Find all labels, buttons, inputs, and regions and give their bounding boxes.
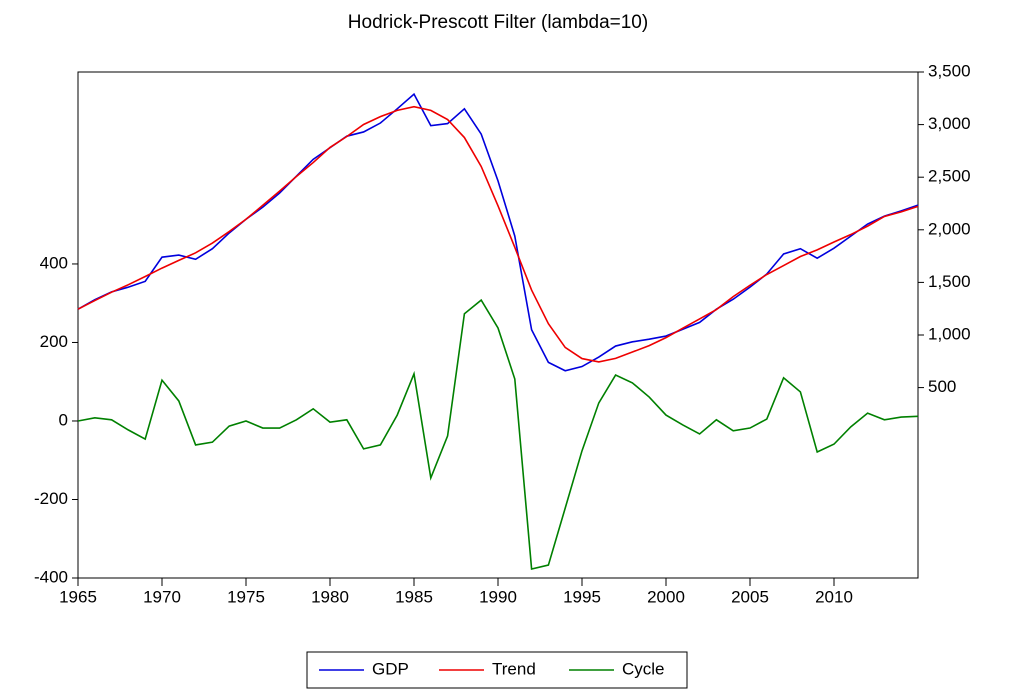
legend-label: Trend [492, 659, 536, 678]
x-tick-label: 1965 [59, 587, 97, 606]
x-tick-label: 1970 [143, 587, 181, 606]
y2-tick-label: 500 [928, 377, 956, 396]
y2-tick-label: 2,000 [928, 219, 971, 238]
y2-tick-label: 1,500 [928, 272, 971, 291]
series-line [77, 105, 919, 363]
legend-box [306, 651, 688, 689]
chart-title: Hodrick-Prescott Filter (lambda=10) [348, 12, 648, 33]
x-tick-label: 1975 [227, 587, 265, 606]
y2-tick-label: 3,500 [928, 61, 971, 80]
x-tick-label: 2000 [647, 587, 685, 606]
x-tick-label: 1995 [563, 587, 601, 606]
y-tick-label: 400 [40, 253, 68, 272]
x-tick-label: 2005 [731, 587, 769, 606]
y-tick-label: 0 [59, 410, 68, 429]
x-tick-label: 1980 [311, 587, 349, 606]
y-tick-label: 200 [40, 332, 68, 351]
legend-label: Cycle [622, 659, 665, 678]
y2-tick-label: 2,500 [928, 167, 971, 186]
y2-tick-label: 1,000 [928, 324, 971, 343]
x-tick-label: 2010 [815, 587, 853, 606]
y2-tick-label: 3,000 [928, 114, 971, 133]
legend-label: GDP [372, 659, 409, 678]
series-line [77, 298, 919, 570]
x-tick-label: 1985 [395, 587, 433, 606]
series-line [77, 92, 919, 372]
plot-frame [77, 71, 919, 579]
x-tick-label: 1990 [479, 587, 517, 606]
y-tick-label: -200 [34, 489, 68, 508]
y-tick-label: -400 [34, 567, 68, 586]
